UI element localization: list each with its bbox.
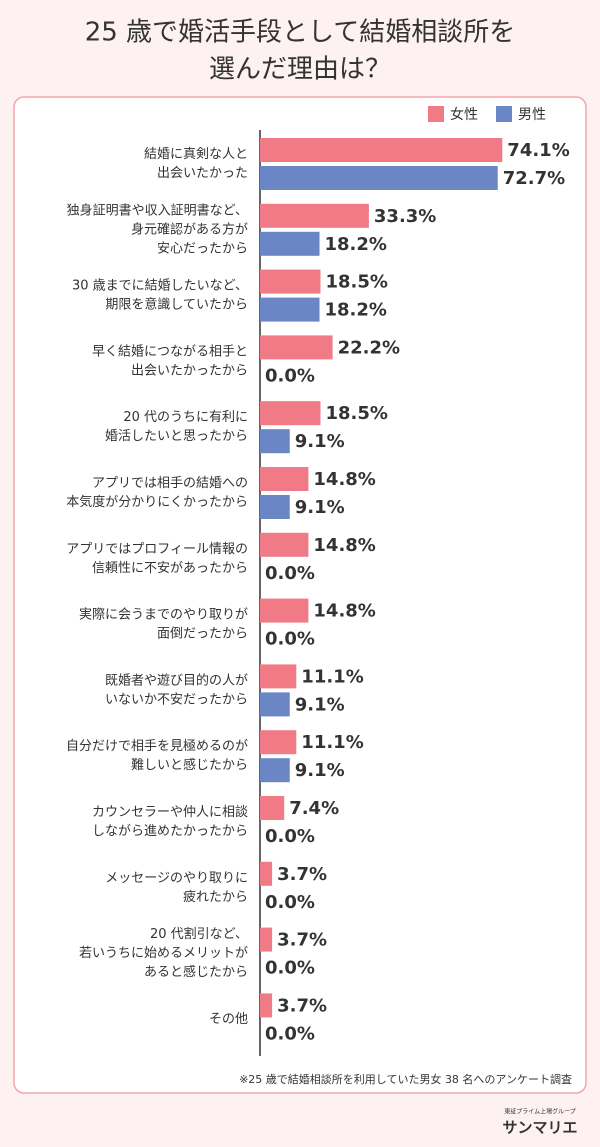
bar	[260, 730, 297, 755]
bar	[260, 532, 309, 557]
value-label: 0.0%	[265, 892, 315, 913]
category-label: 既婚者や遊び目的の人が	[105, 672, 248, 688]
category-label: 期限を意識していたから	[105, 297, 248, 313]
category-label: 早く結婚につながる相手と	[92, 344, 248, 359]
value-label: 18.5%	[325, 403, 387, 424]
category-label: 結婚に真剣な人と	[144, 147, 248, 162]
value-label: 22.2%	[338, 337, 400, 358]
bar	[260, 598, 309, 623]
category-label: 実際に会うまでのやり取りが	[79, 607, 248, 623]
bar	[260, 692, 290, 717]
category-label: カウンセラーや仲人に相談	[92, 804, 248, 820]
card	[13, 96, 587, 1094]
bar	[260, 796, 285, 820]
bar	[260, 335, 333, 360]
chart-title: 選んだ理由は？	[209, 55, 391, 85]
bar	[260, 138, 503, 162]
category-label: いないか不安だったから	[105, 692, 248, 707]
value-label: 14.8%	[313, 601, 375, 622]
value-label: 0.0%	[265, 365, 315, 386]
legend-label: 女性	[450, 106, 478, 123]
category-label: 面倒だったから	[157, 627, 248, 642]
value-label: 0.0%	[265, 958, 315, 979]
category-label: その他	[209, 1012, 248, 1027]
bar	[260, 993, 273, 1018]
value-label: 9.1%	[295, 497, 345, 518]
category-label: 難しいと感じたから	[131, 757, 248, 773]
value-label: 14.8%	[313, 535, 375, 556]
category-label: 20 代のうちに有利に	[123, 410, 248, 425]
category-label: 独身証明書や収入証明書など、	[67, 202, 248, 218]
value-label: 74.1%	[507, 140, 569, 161]
value-label: 9.1%	[295, 431, 345, 452]
category-label: メッセージのやり取りに	[105, 871, 248, 886]
chart-title: 25 歳で婚活手段として結婚相談所を	[85, 18, 516, 48]
legend-swatch	[496, 106, 512, 122]
category-label: アプリではプロフィール情報の	[66, 542, 248, 557]
value-label: 0.0%	[265, 1023, 315, 1044]
category-label: 自分だけで相手を見極めるのが	[66, 738, 248, 754]
bar	[260, 758, 290, 783]
category-label: あると感じたから	[144, 964, 248, 980]
category-label: 出会いたかったから	[131, 363, 248, 378]
value-label: 18.2%	[325, 300, 387, 321]
bar	[260, 467, 309, 491]
bar	[260, 495, 290, 519]
value-label: 33.3%	[374, 206, 436, 227]
bar	[260, 664, 297, 689]
bar	[260, 429, 290, 454]
brand: サンマリエ	[502, 1119, 577, 1137]
legend-swatch	[428, 106, 444, 122]
bar	[260, 927, 273, 952]
category-label: 安心だったから	[157, 241, 248, 256]
category-label: 若いうちに始めるメリットが	[79, 945, 248, 961]
category-label: 婚活したいと思ったから	[105, 429, 248, 444]
value-label: 0.0%	[265, 826, 315, 847]
value-label: 72.7%	[503, 168, 565, 189]
value-label: 18.5%	[325, 272, 387, 293]
bar	[260, 269, 321, 294]
category-label: 20 代割引など、	[150, 926, 248, 942]
category-label: 信頼性に不安があったから	[92, 561, 248, 576]
category-label: 30 歳までに結婚したいなど、	[72, 279, 248, 294]
note: ※25 歳で結婚相談所を利用していた男女 38 名へのアンケート調査	[239, 1072, 572, 1086]
value-label: 18.2%	[325, 234, 387, 255]
value-label: 9.1%	[295, 694, 345, 715]
value-label: 7.4%	[289, 798, 339, 819]
bar	[260, 297, 320, 322]
category-label: 出会いたかった	[157, 166, 248, 181]
bar	[260, 203, 369, 228]
category-label: しながら進めたかったから	[92, 824, 248, 839]
value-label: 11.1%	[301, 732, 363, 753]
category-label: 疲れたから	[183, 889, 248, 905]
value-label: 0.0%	[265, 629, 315, 650]
category-label: 身元確認がある方が	[131, 221, 248, 237]
tagline: 東証プライム上場グループ	[504, 1108, 576, 1116]
bar	[260, 166, 498, 190]
value-label: 14.8%	[313, 469, 375, 490]
value-label: 9.1%	[295, 760, 345, 781]
category-label: アプリでは相手の結婚への	[92, 476, 248, 491]
bar	[260, 231, 320, 256]
category-label: 本気度が分かりにくかったから	[66, 494, 248, 510]
bar	[260, 401, 321, 426]
value-label: 3.7%	[277, 930, 327, 951]
value-label: 11.1%	[301, 666, 363, 687]
bar	[260, 861, 273, 886]
value-label: 0.0%	[265, 563, 315, 584]
legend-label: 男性	[518, 107, 546, 123]
value-label: 3.7%	[277, 995, 327, 1016]
value-label: 3.7%	[277, 864, 327, 885]
